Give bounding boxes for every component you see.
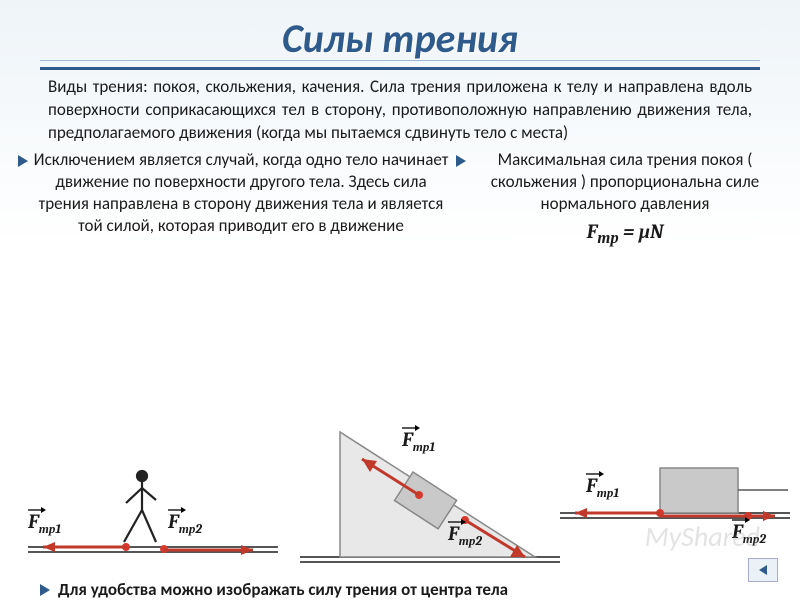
label-ftr2-flat: Fтр2 — [732, 520, 766, 547]
page-title: Силы трения — [0, 14, 800, 63]
left-col-text: Исключением является случай, когда одно … — [34, 149, 449, 236]
friction-formula: Fтр = μN — [470, 219, 780, 250]
footer-note: Для удобства можно изображать силу трени… — [58, 579, 780, 600]
label-ftr1-flat: Fтр1 — [586, 474, 619, 501]
label-ftr2-walk: Fтр2 — [168, 510, 202, 537]
diagram-walking: Fтр1 Fтр2 — [28, 462, 278, 572]
bullet-icon — [40, 584, 50, 596]
right-col-text: Максимальная сила трения покоя ( скольже… — [491, 149, 760, 214]
bullet-icon — [18, 155, 28, 167]
diagram-incline: Fтр1 Fтр2 — [300, 382, 560, 572]
two-column-row: Исключением является случай, когда одно … — [0, 149, 800, 250]
diagram-flat: Fтр1 Fтр2 — [560, 438, 790, 558]
main-paragraph: Виды трения: покоя, скольжения, качения.… — [48, 76, 752, 145]
label-ftr2-incline: Fтр2 — [448, 522, 482, 549]
back-button[interactable] — [748, 558, 778, 582]
title-divider — [40, 67, 760, 70]
label-ftr1-incline: Fтр1 — [402, 428, 435, 455]
bullet-icon — [456, 155, 466, 167]
max-friction-text: Максимальная сила трения покоя ( скольже… — [458, 149, 780, 250]
exception-text: Исключением является случай, когда одно … — [20, 149, 450, 237]
label-ftr1-walk: Fтр1 — [28, 510, 61, 537]
